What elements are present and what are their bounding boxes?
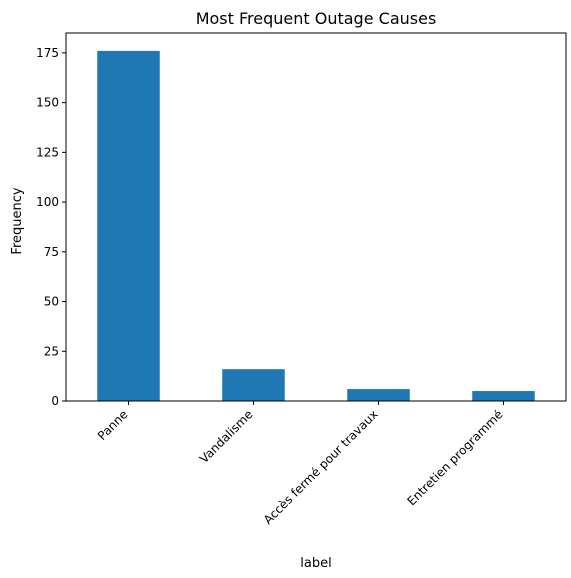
y-tick-label: 0 [51, 394, 59, 408]
y-tick-label: 125 [36, 145, 59, 159]
bar [347, 389, 410, 401]
y-tick-label: 150 [36, 96, 59, 110]
x-tick-label: Panne [95, 407, 131, 443]
plot-frame [65, 32, 567, 402]
x-tick-label: Accès fermé pour travaux [261, 407, 381, 527]
bar [472, 391, 535, 401]
x-axis-label: label [300, 556, 331, 571]
x-tick-label: Vandalisme [197, 407, 256, 466]
y-axis-label: Frequency [10, 187, 25, 254]
y-tick-label: 50 [44, 295, 59, 309]
y-tick-label: 75 [44, 245, 59, 259]
y-tick-label: 175 [36, 46, 59, 60]
chart-title: Most Frequent Outage Causes [196, 9, 437, 28]
bars-layer [97, 50, 535, 401]
y-tick-label: 100 [36, 195, 59, 209]
bar [97, 50, 160, 401]
bar [222, 369, 285, 401]
x-tick-label: Entretien programmé [404, 407, 505, 508]
y-tick-label: 25 [44, 344, 59, 358]
